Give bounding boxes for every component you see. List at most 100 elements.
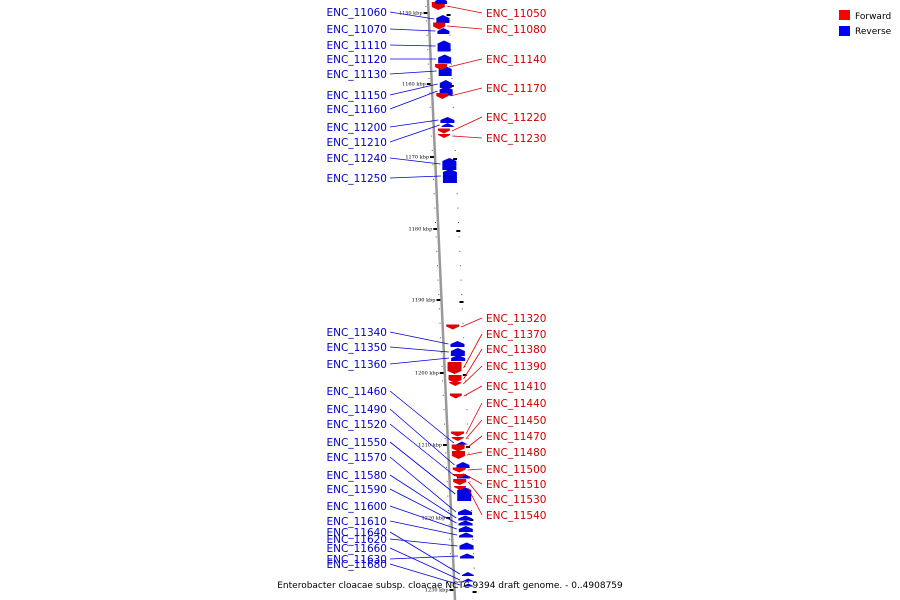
- gene-label-enc-11570[interactable]: ENC_11570: [327, 452, 387, 464]
- gene-label-enc-11230[interactable]: ENC_11230: [486, 133, 546, 145]
- gene-label-enc-11070[interactable]: ENC_11070: [327, 24, 387, 36]
- scale-tick-minor: [449, 34, 451, 36]
- gene-label-enc-11440[interactable]: ENC_11440: [486, 398, 546, 410]
- gene-feature-partial[interactable]: [435, 0, 448, 4]
- gene-label-enc-11390[interactable]: ENC_11390: [486, 361, 546, 373]
- scale-tick-minor: [446, 466, 448, 468]
- gene-feature-enc-11480[interactable]: [451, 451, 465, 459]
- gene-label-enc-11470[interactable]: ENC_11470: [486, 431, 546, 443]
- gene-label-enc-11360[interactable]: ENC_11360: [327, 359, 387, 371]
- gene-feature-enc-11240[interactable]: [442, 158, 457, 170]
- gene-feature-enc-11360[interactable]: [451, 355, 466, 361]
- gene-label-enc-11520[interactable]: ENC_11520: [327, 419, 387, 431]
- gene-label-enc-11510[interactable]: ENC_11510: [486, 479, 546, 491]
- gene-feature-enc-11630[interactable]: [460, 553, 475, 559]
- gene-feature-enc-11380[interactable]: [448, 375, 462, 383]
- gene-label-enc-11660[interactable]: ENC_11660: [327, 543, 387, 555]
- gene-label-enc-11540[interactable]: ENC_11540: [486, 510, 546, 522]
- gene-feature-enc-11110[interactable]: [437, 40, 451, 52]
- gene-label-enc-11450[interactable]: ENC_11450: [486, 415, 546, 427]
- gene-label-enc-11350[interactable]: ENC_11350: [327, 342, 387, 354]
- gene-feature-enc-11660[interactable]: [462, 578, 475, 582]
- gene-feature-enc-11620[interactable]: [459, 542, 474, 550]
- scale-tick-minor: [472, 553, 474, 555]
- gene-feature-enc-11350[interactable]: [450, 348, 465, 356]
- gene-label-enc-11410[interactable]: ENC_11410: [486, 381, 546, 393]
- gene-feature-enc-11170[interactable]: [436, 93, 449, 99]
- gene-feature-enc-11200[interactable]: [440, 117, 455, 123]
- gene-feature-enc-11550[interactable]: [457, 487, 472, 501]
- gene-label-enc-11580[interactable]: ENC_11580: [327, 470, 387, 482]
- gene-label-enc-11050[interactable]: ENC_11050: [486, 8, 546, 20]
- gene-feature-enc-11070[interactable]: [437, 28, 450, 34]
- gene-feature-enc-11600[interactable]: [458, 526, 473, 532]
- gene-feature-enc-11410[interactable]: [449, 393, 462, 399]
- gene-feature-enc-11210[interactable]: [441, 123, 454, 127]
- gene-label-enc-11140[interactable]: ENC_11140: [486, 54, 546, 66]
- gene-label-enc-11680[interactable]: ENC_11680: [327, 559, 387, 571]
- gene-feature-enc-11490[interactable]: [456, 462, 470, 468]
- gene-label-enc-11170[interactable]: ENC_11170: [486, 83, 546, 95]
- gene-label-enc-11380[interactable]: ENC_11380: [486, 344, 546, 356]
- scale-tick-minor: [428, 78, 430, 79]
- gene-label-enc-11110[interactable]: ENC_11110: [327, 40, 387, 52]
- gene-feature-enc-11680[interactable]: [462, 583, 475, 587]
- gene-label-enc-11500[interactable]: ENC_11500: [486, 464, 546, 476]
- gene-feature-enc-11320[interactable]: [446, 324, 460, 330]
- gene-feature-enc-11500[interactable]: [452, 467, 466, 473]
- gene-label-enc-11480[interactable]: ENC_11480: [486, 447, 546, 459]
- gene-label-enc-11210[interactable]: ENC_11210: [327, 137, 387, 149]
- gene-label-enc-11240[interactable]: ENC_11240: [327, 153, 387, 165]
- gene-feature-enc-11230[interactable]: [438, 134, 451, 138]
- gene-feature-enc-11610[interactable]: [459, 532, 474, 538]
- gene-leader-line: [389, 331, 449, 345]
- gene-feature-enc-11570[interactable]: [458, 509, 473, 515]
- scale-tick-label: 1230 kbp: [425, 588, 449, 594]
- gene-label-enc-11340[interactable]: ENC_11340: [327, 327, 387, 339]
- gene-label-enc-11160[interactable]: ENC_11160: [327, 104, 387, 116]
- gene-feature-enc-11080[interactable]: [433, 22, 446, 30]
- gene-label-enc-11250[interactable]: ENC_11250: [327, 173, 387, 185]
- gene-label-enc-11610[interactable]: ENC_11610: [327, 516, 387, 528]
- gene-leader-line: [467, 487, 483, 516]
- gene-label-enc-11620[interactable]: ENC_11620: [327, 534, 387, 546]
- gene-label-enc-11530[interactable]: ENC_11530: [486, 494, 546, 506]
- scale-tick-major: [459, 301, 464, 303]
- gene-label-enc-11600[interactable]: ENC_11600: [327, 501, 387, 513]
- gene-feature-enc-11640[interactable]: [461, 572, 474, 576]
- gene-feature-enc-11530[interactable]: [453, 479, 467, 485]
- gene-feature-enc-11450[interactable]: [451, 437, 464, 441]
- gene-label-enc-11630[interactable]: ENC_11630: [327, 554, 387, 566]
- gene-feature-enc-11510[interactable]: [452, 474, 466, 478]
- gene-label-enc-11080[interactable]: ENC_11080: [486, 24, 546, 36]
- gene-label-enc-11370[interactable]: ENC_11370: [486, 329, 546, 341]
- gene-label-enc-11130[interactable]: ENC_11130: [327, 69, 387, 81]
- gene-label-enc-11550[interactable]: ENC_11550: [327, 437, 387, 449]
- gene-feature-enc-11150[interactable]: [439, 80, 452, 88]
- gene-label-enc-11320[interactable]: ENC_11320: [486, 313, 546, 325]
- gene-feature-enc-11140[interactable]: [435, 64, 448, 70]
- gene-label-enc-11640[interactable]: ENC_11640: [327, 527, 387, 539]
- gene-feature-enc-11220[interactable]: [437, 128, 450, 134]
- gene-label-enc-11590[interactable]: ENC_11590: [327, 484, 387, 496]
- gene-feature-enc-11370[interactable]: [447, 362, 462, 374]
- gene-feature-enc-11470[interactable]: [451, 444, 465, 452]
- gene-feature-enc-11460[interactable]: [455, 441, 468, 445]
- gene-feature-enc-11580[interactable]: [458, 515, 473, 521]
- gene-label-enc-11460[interactable]: ENC_11460: [327, 386, 387, 398]
- gene-feature-enc-11590[interactable]: [458, 520, 473, 526]
- gene-feature-enc-11390[interactable]: [449, 382, 462, 386]
- gene-label-enc-11150[interactable]: ENC_11150: [327, 90, 387, 102]
- gene-label-enc-11220[interactable]: ENC_11220: [486, 112, 546, 124]
- gene-feature-enc-11250[interactable]: [442, 169, 457, 183]
- gene-feature-enc-11120[interactable]: [438, 54, 452, 64]
- gene-label-enc-11490[interactable]: ENC_11490: [327, 404, 387, 416]
- gene-feature-enc-11060[interactable]: [436, 15, 450, 23]
- gene-label-enc-11060[interactable]: ENC_11060: [327, 7, 387, 19]
- gene-feature-enc-11440[interactable]: [451, 431, 465, 437]
- gene-feature-enc-11340[interactable]: [450, 341, 465, 347]
- gene-label-enc-11120[interactable]: ENC_11120: [327, 54, 387, 66]
- gene-label-enc-11200[interactable]: ENC_11200: [327, 122, 387, 134]
- gene-feature-enc-11540[interactable]: [453, 486, 466, 490]
- scale-tick-minor: [434, 222, 436, 223]
